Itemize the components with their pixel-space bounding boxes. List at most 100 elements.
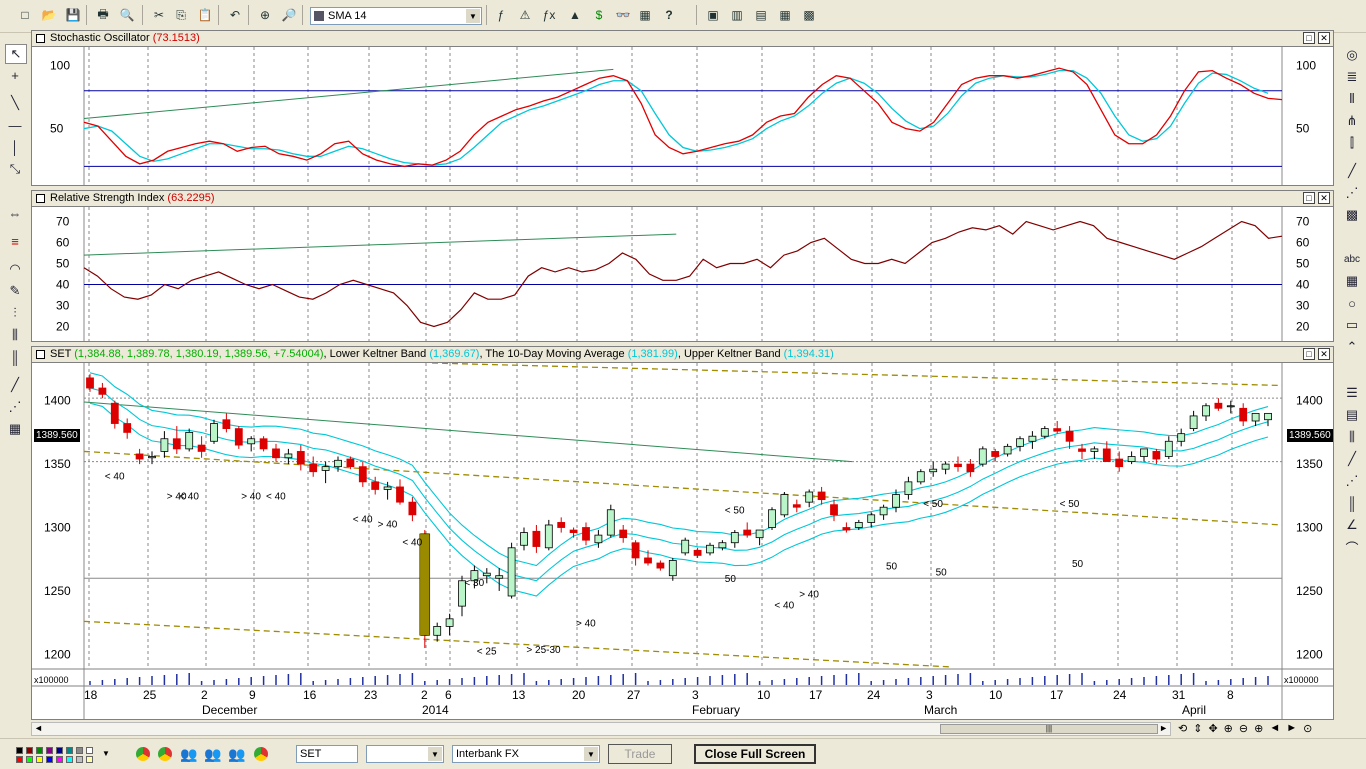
- fan-lines-icon[interactable]: ⋰: [1345, 185, 1359, 200]
- angle-icon[interactable]: ∠: [1346, 517, 1358, 532]
- pitchfork-icon[interactable]: ⋔: [1346, 113, 1358, 128]
- color-swatch[interactable]: [26, 756, 33, 763]
- horizontal-line-icon[interactable]: —: [8, 117, 22, 133]
- flag-icon[interactable]: ≡: [11, 233, 19, 249]
- nav-end-icon[interactable]: ⊙: [1303, 723, 1313, 735]
- window-icon[interactable]: ▣: [707, 8, 719, 22]
- wave-icon[interactable]: ◎: [1346, 47, 1358, 62]
- calendar-icon[interactable]: ▦: [1345, 273, 1359, 288]
- indicator-icon[interactable]: ƒ: [497, 8, 505, 22]
- people-icon-1[interactable]: 👥: [180, 746, 198, 762]
- zoom-reset-icon[interactable]: ⊖: [1238, 723, 1249, 735]
- diagonal-icon[interactable]: ╱: [1348, 163, 1356, 178]
- trade-icon[interactable]: ▲: [569, 8, 581, 22]
- color-swatch[interactable]: [46, 747, 53, 754]
- nav-right-icon[interactable]: ►: [1286, 722, 1298, 734]
- vertical-line-icon[interactable]: │: [10, 139, 20, 155]
- maximize-icon[interactable]: □: [1303, 348, 1315, 360]
- color-swatch[interactable]: [66, 747, 73, 754]
- indicator-combo[interactable]: SMA 14 ▼: [310, 7, 482, 25]
- cycle-lines-icon[interactable]: ║: [10, 349, 20, 365]
- fib-retracement-icon[interactable]: ⫶: [13, 305, 17, 320]
- gann-icon[interactable]: ≣: [1346, 69, 1358, 84]
- fan-icon-2[interactable]: ⋰: [1345, 473, 1359, 488]
- color-swatch[interactable]: [56, 756, 63, 763]
- scroll-thumb[interactable]: |||: [940, 724, 1158, 734]
- crosshair-icon[interactable]: +: [11, 67, 19, 83]
- zoom-in-icon[interactable]: ⊕: [1223, 723, 1233, 735]
- alert-icon[interactable]: ⚠: [519, 8, 531, 22]
- ellipse-icon[interactable]: ○: [1348, 295, 1356, 311]
- color-swatch[interactable]: [36, 756, 43, 763]
- copy-icon[interactable]: ⎘: [176, 7, 186, 22]
- color-swatch[interactable]: [76, 756, 83, 763]
- browser-icon-1[interactable]: [136, 747, 150, 761]
- regression-icon[interactable]: ⫿: [1349, 135, 1355, 150]
- refresh-icon[interactable]: ⟲: [1178, 723, 1188, 735]
- close-icon[interactable]: ✕: [1318, 348, 1330, 360]
- color-swatch[interactable]: [76, 747, 83, 754]
- browser-icon-3[interactable]: [254, 747, 268, 761]
- maximize-icon[interactable]: □: [1303, 192, 1315, 204]
- zoom-out-icon[interactable]: ⊕: [1254, 723, 1264, 735]
- close-full-screen-button[interactable]: Close Full Screen: [694, 744, 816, 764]
- paste-icon[interactable]: 📋: [197, 8, 213, 22]
- blank-combo[interactable]: ▼: [366, 745, 444, 763]
- function-icon[interactable]: ƒx: [542, 8, 556, 22]
- cut-icon[interactable]: ✂: [153, 8, 165, 22]
- search-icon[interactable]: 👓: [615, 8, 631, 22]
- chevron-down-icon[interactable]: ▼: [584, 747, 598, 761]
- dollar-icon[interactable]: $: [595, 8, 603, 22]
- zoom-icon[interactable]: 🔎: [281, 8, 297, 22]
- crosshair-icon[interactable]: ⊕: [259, 8, 271, 22]
- pointer-icon[interactable]: ↖: [5, 44, 27, 64]
- color-swatch[interactable]: [66, 756, 73, 763]
- color-swatch[interactable]: [86, 756, 93, 763]
- open-icon[interactable]: 📂: [41, 8, 57, 22]
- tile-vertical-icon[interactable]: ▥: [731, 8, 743, 22]
- fib-extension-icon[interactable]: ⫼: [12, 327, 18, 342]
- panel-checkbox[interactable]: [36, 350, 45, 359]
- grid-icon[interactable]: ▦: [639, 8, 651, 22]
- compress-icon[interactable]: ⇕: [1193, 723, 1203, 735]
- hatch-icon[interactable]: ▩: [1345, 207, 1359, 222]
- stochastic-chart[interactable]: 50 50 100 100: [32, 47, 1333, 185]
- pencil-icon[interactable]: ✎: [9, 283, 21, 298]
- chevron-down-icon[interactable]: ▼: [428, 747, 442, 761]
- ray-icon[interactable]: ⤡: [9, 161, 21, 176]
- fan-icon[interactable]: ⋰: [8, 399, 22, 414]
- text-icon[interactable]: abc: [1343, 253, 1361, 265]
- trendline-icon[interactable]: ╲: [11, 95, 19, 110]
- color-swatch[interactable]: [26, 747, 33, 754]
- chevron-down-icon[interactable]: ▼: [466, 9, 480, 23]
- undo-icon[interactable]: ↶: [229, 8, 241, 22]
- diagonal-line-icon[interactable]: ╱: [1348, 451, 1356, 466]
- save-icon[interactable]: 💾: [65, 8, 81, 22]
- symbol-field[interactable]: SET: [296, 745, 358, 763]
- grid-icon[interactable]: ▦: [8, 421, 22, 436]
- color-swatch[interactable]: [46, 756, 53, 763]
- line-icon[interactable]: ╱: [11, 377, 19, 392]
- people-icon-3[interactable]: 👥: [228, 746, 246, 762]
- rsi-chart[interactable]: 20 20 30 30 40 40 50 50 60 60 70 70: [32, 207, 1333, 341]
- horizontal-scrollbar[interactable]: ◄ ||| ►: [31, 722, 1171, 736]
- people-icon-2[interactable]: 👥: [204, 746, 222, 762]
- vertical-lines-icon[interactable]: ║: [1347, 495, 1357, 511]
- color-swatch[interactable]: [36, 747, 43, 754]
- trade-button[interactable]: Trade: [608, 744, 672, 764]
- panel-checkbox[interactable]: [36, 34, 45, 43]
- screenshot-icon[interactable]: ▩: [803, 8, 815, 22]
- color-swatch[interactable]: [86, 747, 93, 754]
- list-icon[interactable]: ☰: [1346, 385, 1358, 400]
- scroll-right-icon[interactable]: ►: [1159, 723, 1168, 733]
- arc-icon[interactable]: ◠: [9, 261, 21, 276]
- speed-lines-icon[interactable]: ⫴: [1349, 91, 1355, 106]
- panel-checkbox[interactable]: [36, 194, 45, 203]
- rectangle-icon[interactable]: ▭: [1345, 317, 1359, 332]
- color-swatch[interactable]: [16, 747, 23, 754]
- close-icon[interactable]: ✕: [1318, 192, 1330, 204]
- palette-dropdown-icon[interactable]: ▼: [102, 749, 110, 758]
- tile-horizontal-icon[interactable]: ▤: [755, 8, 767, 22]
- grid-layout-icon[interactable]: ▦: [779, 8, 791, 22]
